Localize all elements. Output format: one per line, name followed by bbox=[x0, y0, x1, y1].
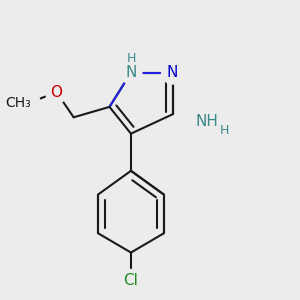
Text: Cl: Cl bbox=[124, 273, 138, 288]
Text: H: H bbox=[220, 124, 229, 137]
Circle shape bbox=[182, 111, 206, 136]
Text: CH₃: CH₃ bbox=[5, 96, 31, 110]
Text: N: N bbox=[125, 65, 136, 80]
Circle shape bbox=[120, 269, 142, 292]
Text: H: H bbox=[126, 52, 136, 65]
Text: O: O bbox=[50, 85, 62, 100]
Circle shape bbox=[46, 81, 67, 103]
Circle shape bbox=[18, 92, 40, 114]
Circle shape bbox=[120, 61, 142, 84]
Text: NH: NH bbox=[195, 114, 218, 129]
Circle shape bbox=[162, 61, 183, 84]
Text: N: N bbox=[167, 65, 178, 80]
